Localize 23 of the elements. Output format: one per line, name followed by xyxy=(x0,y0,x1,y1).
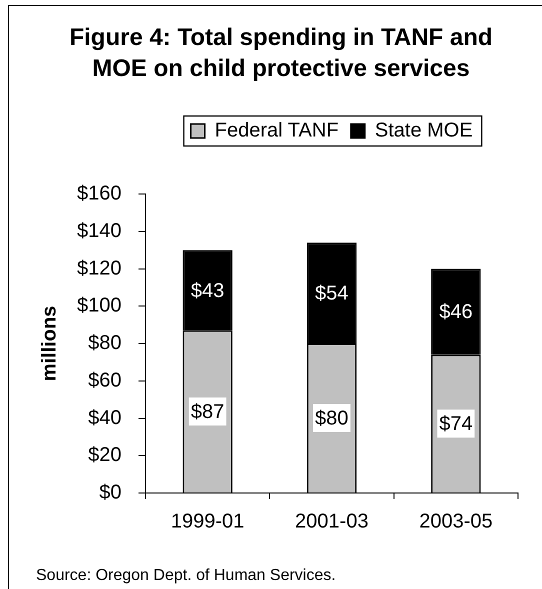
data-label: $46 xyxy=(439,301,473,324)
data-label: $43 xyxy=(190,280,224,302)
data-label: $87 xyxy=(190,400,224,423)
chart-title: Figure 4: Total spending in TANF and MOE on child protective services xyxy=(68,23,494,84)
y-tick-label: $140 xyxy=(76,220,122,242)
y-tick-label: $160 xyxy=(76,182,122,205)
y-tick-label: $40 xyxy=(88,406,122,429)
y-tick-label: $120 xyxy=(76,257,122,280)
legend-label: Federal TANF xyxy=(214,120,339,142)
y-tick-label: $20 xyxy=(88,444,122,466)
x-tick-label: 2001-03 xyxy=(295,510,368,533)
data-label: $74 xyxy=(439,413,473,436)
y-tick-label: $100 xyxy=(76,294,122,317)
y-tick-label: $0 xyxy=(99,482,122,504)
y-tick-label: $60 xyxy=(88,369,122,392)
x-tick-label: 1999-01 xyxy=(170,510,244,533)
data-label: $54 xyxy=(315,282,348,305)
legend-label: State MOE xyxy=(374,120,473,142)
x-tick-label: 2003-05 xyxy=(419,510,493,533)
source-note: Source: Oregon Dept. of Human Services. xyxy=(36,567,336,585)
y-axis-title: millions xyxy=(38,306,61,382)
y-tick-label: $80 xyxy=(88,332,122,354)
data-label: $80 xyxy=(315,408,348,430)
